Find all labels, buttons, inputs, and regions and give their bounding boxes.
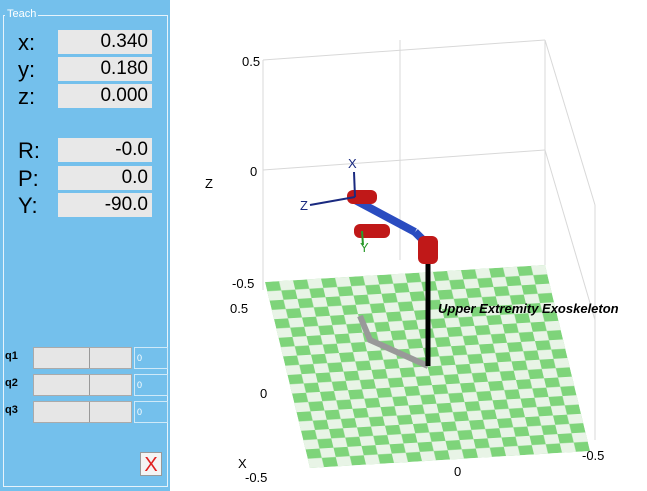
robot-name: Upper Extremity Exoskeleton [438,301,619,316]
joint-label: q3 [5,404,18,416]
orientation-label: Y: [18,193,38,219]
joint-value[interactable]: 0 [134,401,168,423]
orientation-label: P: [18,166,39,192]
position-label: y: [18,57,35,83]
x-tick: 0 [260,386,267,401]
close-button[interactable]: X [140,452,162,476]
z-tick: 0 [250,164,257,179]
robot [310,172,438,264]
orientation-value: -90.0 [58,193,152,217]
x-label: X [238,456,247,471]
panel-title: Teach [5,8,38,20]
joint-slider[interactable] [33,347,132,369]
joint-slider[interactable] [33,401,132,423]
frame-label: X [348,156,357,171]
position-value: 0.180 [58,57,152,81]
x-tick: -0.5 [245,470,267,485]
z-tick: 0.5 [242,54,260,69]
page: Teach x: 0.340 y: 0.180 z: 0.000 R: -0.0 P: 0.0 Y:… [0,0,647,491]
joint-value[interactable]: 0 [134,374,168,396]
y-tick: -0.5 [582,448,604,463]
orientation-label: R: [18,138,40,164]
orientation-value: 0.0 [58,166,152,190]
frame-label: Y [360,240,369,255]
position-label: x: [18,30,35,56]
joint-label: q1 [5,350,18,362]
orientation-value: -0.0 [58,138,152,162]
position-label: z: [18,84,35,110]
joint-slider[interactable] [33,374,132,396]
position-value: 0.340 [58,30,152,54]
teach-panel: Teach x: 0.340 y: 0.180 z: 0.000 R: -0.0 P: 0.0 Y:… [0,0,170,491]
x-tick: 0.5 [230,301,248,316]
z-tick: -0.5 [232,276,254,291]
y-tick: 0 [454,464,461,479]
position-value: 0.000 [58,84,152,108]
z-label: Z [205,176,213,191]
frame-label: Z [300,198,308,213]
joint-label: q2 [5,377,18,389]
joint-value[interactable]: 0 [134,347,168,369]
